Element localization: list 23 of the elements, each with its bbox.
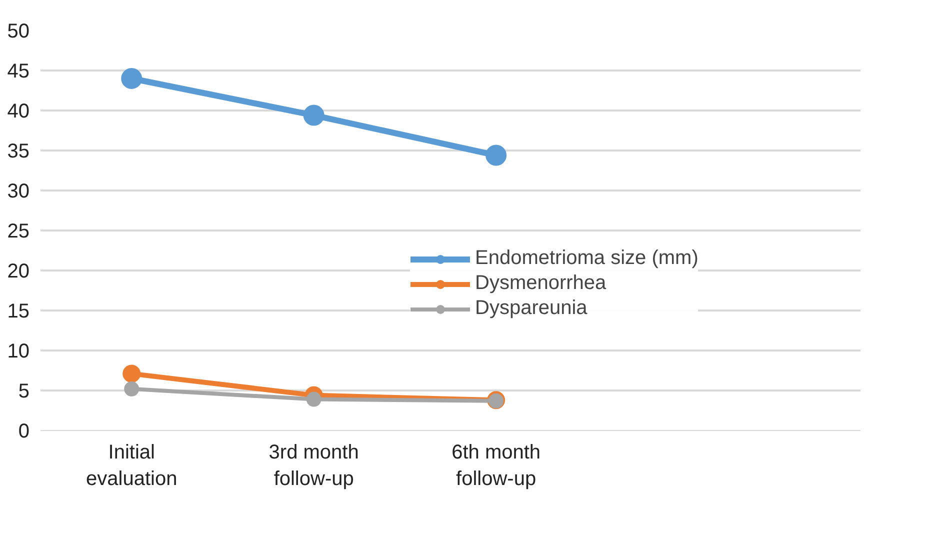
point: [121, 68, 142, 89]
y-tick-label: 30: [7, 180, 30, 202]
y-tick-label: 10: [7, 340, 30, 362]
point: [306, 392, 322, 407]
y-tick-label: 50: [7, 20, 30, 42]
y-tick-label: 35: [7, 140, 30, 162]
x-tick-label: 3rd month follow-up: [268, 442, 359, 490]
y-tick-label: 25: [7, 220, 30, 242]
y-tick-label: 45: [7, 60, 30, 82]
x-tick-label: Initial evaluation: [86, 442, 178, 490]
y-tick-label: 15: [7, 300, 30, 322]
y-tick-label: 40: [7, 100, 30, 122]
legend-label: Endometrioma size (mm): [475, 247, 698, 270]
y-tick-label: 5: [18, 380, 30, 402]
point: [486, 144, 507, 166]
legend-label: Dyspareunia: [475, 297, 588, 320]
y-tick-label: 0: [18, 420, 30, 442]
y-tick-label: 20: [7, 260, 30, 282]
point: [303, 104, 324, 126]
x-tick-label: 6th month follow-up: [452, 442, 541, 490]
point: [122, 364, 141, 383]
point: [124, 381, 140, 396]
legend-label: Dysmenorrhea: [475, 272, 606, 295]
